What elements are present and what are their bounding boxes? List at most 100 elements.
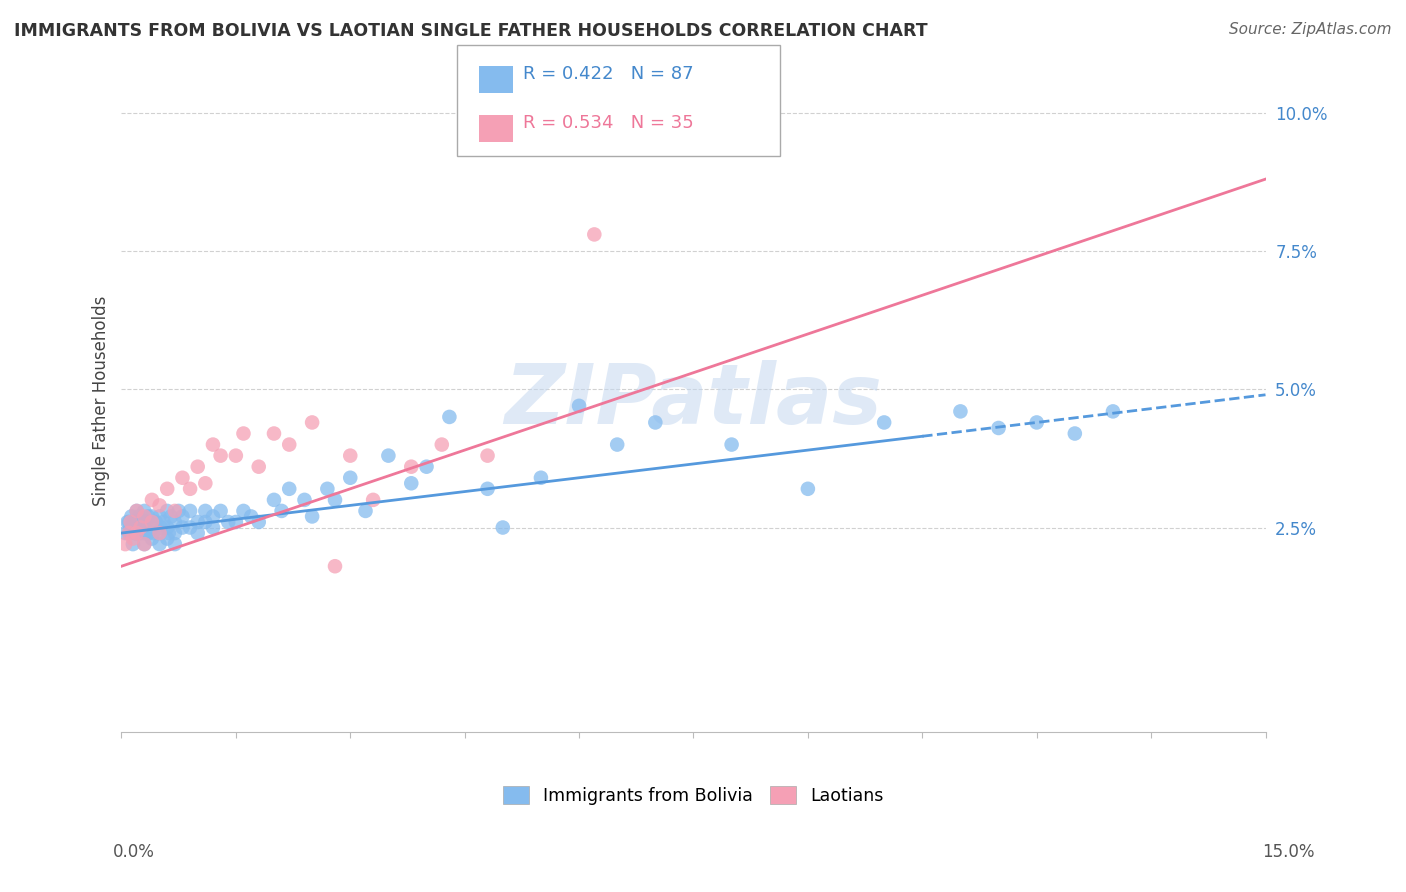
Text: 0.0%: 0.0% <box>112 843 155 861</box>
Point <box>124 515 146 529</box>
Point <box>141 520 163 534</box>
Point <box>141 492 163 507</box>
Point <box>145 515 167 529</box>
Point <box>179 520 201 534</box>
Point <box>129 526 152 541</box>
Point <box>152 515 174 529</box>
Point <box>1063 426 1085 441</box>
Point <box>323 559 346 574</box>
Point <box>120 515 142 529</box>
Point <box>124 526 146 541</box>
Point <box>172 471 194 485</box>
Point <box>160 509 183 524</box>
Point <box>949 404 972 418</box>
Point <box>1025 416 1047 430</box>
Text: 15.0%: 15.0% <box>1263 843 1315 861</box>
Point <box>354 504 377 518</box>
Point <box>134 509 156 524</box>
Text: ZIPatlas: ZIPatlas <box>505 359 883 441</box>
Point <box>401 459 423 474</box>
Point <box>150 520 173 534</box>
Point <box>118 526 141 541</box>
Point <box>201 520 224 534</box>
Point <box>430 437 453 451</box>
Point <box>114 526 136 541</box>
Point <box>125 526 148 541</box>
Point <box>156 532 179 546</box>
Point <box>135 515 157 529</box>
Point <box>148 526 170 541</box>
Point <box>232 504 254 518</box>
Point <box>120 509 142 524</box>
Text: Source: ZipAtlas.com: Source: ZipAtlas.com <box>1229 22 1392 37</box>
Point <box>148 499 170 513</box>
Point <box>148 526 170 541</box>
Point <box>209 449 232 463</box>
Point <box>720 437 742 451</box>
Point <box>179 482 201 496</box>
Point <box>659 139 682 153</box>
Point <box>163 526 186 541</box>
Point <box>301 416 323 430</box>
Point <box>201 437 224 451</box>
Point <box>323 492 346 507</box>
Point <box>134 526 156 541</box>
Text: R = 0.534   N = 35: R = 0.534 N = 35 <box>523 114 693 132</box>
Point <box>128 509 150 524</box>
Point <box>156 520 179 534</box>
Point <box>125 504 148 518</box>
Point <box>163 537 186 551</box>
Point <box>156 504 179 518</box>
Point <box>179 504 201 518</box>
Point <box>194 476 217 491</box>
Point <box>530 471 553 485</box>
Point <box>134 537 156 551</box>
Point <box>247 459 270 474</box>
Point <box>240 509 263 524</box>
Point <box>122 520 145 534</box>
Point <box>122 532 145 546</box>
Point <box>194 515 217 529</box>
Point <box>136 526 159 541</box>
Point <box>122 537 145 551</box>
Point <box>492 520 515 534</box>
Point <box>156 482 179 496</box>
Point <box>117 515 139 529</box>
Point <box>129 520 152 534</box>
Point <box>361 492 384 507</box>
Point <box>172 520 194 534</box>
Point <box>225 449 247 463</box>
Point <box>125 504 148 518</box>
Point <box>114 537 136 551</box>
Point <box>606 437 628 451</box>
Point <box>131 520 153 534</box>
Point <box>167 504 190 518</box>
Point <box>477 449 499 463</box>
Point <box>873 416 896 430</box>
Point <box>134 520 156 534</box>
Point <box>278 437 301 451</box>
Point <box>1102 404 1125 418</box>
Point <box>225 515 247 529</box>
Point <box>439 409 461 424</box>
Text: IMMIGRANTS FROM BOLIVIA VS LAOTIAN SINGLE FATHER HOUSEHOLDS CORRELATION CHART: IMMIGRANTS FROM BOLIVIA VS LAOTIAN SINGL… <box>14 22 928 40</box>
Legend: Immigrants from Bolivia, Laotians: Immigrants from Bolivia, Laotians <box>496 779 890 812</box>
Point <box>148 537 170 551</box>
Point <box>209 504 232 518</box>
Point <box>118 515 141 529</box>
Point <box>163 504 186 518</box>
Point <box>201 509 224 524</box>
Point <box>401 476 423 491</box>
Point <box>217 515 239 529</box>
Text: R = 0.422   N = 87: R = 0.422 N = 87 <box>523 65 693 83</box>
Point <box>270 504 292 518</box>
Point <box>278 482 301 496</box>
Point <box>339 449 361 463</box>
Point <box>187 459 209 474</box>
Point <box>568 399 591 413</box>
Point <box>134 504 156 518</box>
Point <box>415 459 437 474</box>
Point <box>141 509 163 524</box>
Point <box>129 515 152 529</box>
Point <box>136 509 159 524</box>
